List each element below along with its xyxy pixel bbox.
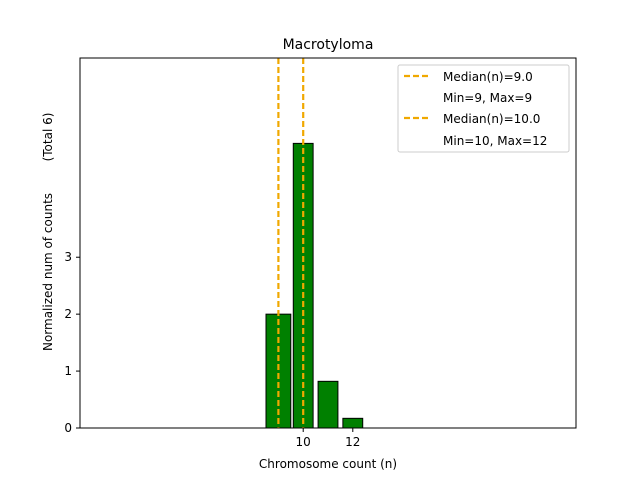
y-tick-label: 3 (64, 250, 72, 264)
x-tick-label: 12 (345, 435, 360, 449)
y-ticks-group: 0 1 2 3 (64, 250, 80, 435)
bar-11 (317, 380, 339, 429)
plot-frame (79, 57, 577, 429)
y-axis-total-label: (Total 6) (41, 113, 55, 162)
legend: Median(n)=9.0 Min=9, Max=9 Median(n)=10.… (397, 64, 570, 153)
y-tick-label: 0 (64, 421, 72, 435)
legend-frame (397, 64, 570, 153)
bar-12 (342, 417, 364, 429)
x-ticks-group: 10 12 (296, 428, 360, 449)
bars-group (265, 142, 364, 429)
chart-title: Macrotyloma (283, 37, 374, 53)
median-lines-group (277, 58, 305, 428)
legend-median-1-label: Median(n)=9.0 (443, 70, 533, 84)
legend-range-2-label: Min=10, Max=12 (443, 134, 547, 148)
legend-median-2-label: Median(n)=10.0 (443, 112, 540, 126)
y-tick-label: 2 (64, 307, 72, 321)
y-tick-label: 1 (64, 364, 72, 378)
x-axis-label: Chromosome count (n) (259, 457, 397, 471)
y-axis-label: Normalized num of counts (41, 193, 55, 351)
legend-range-1-label: Min=9, Max=9 (443, 91, 532, 105)
x-tick-label: 10 (296, 435, 311, 449)
